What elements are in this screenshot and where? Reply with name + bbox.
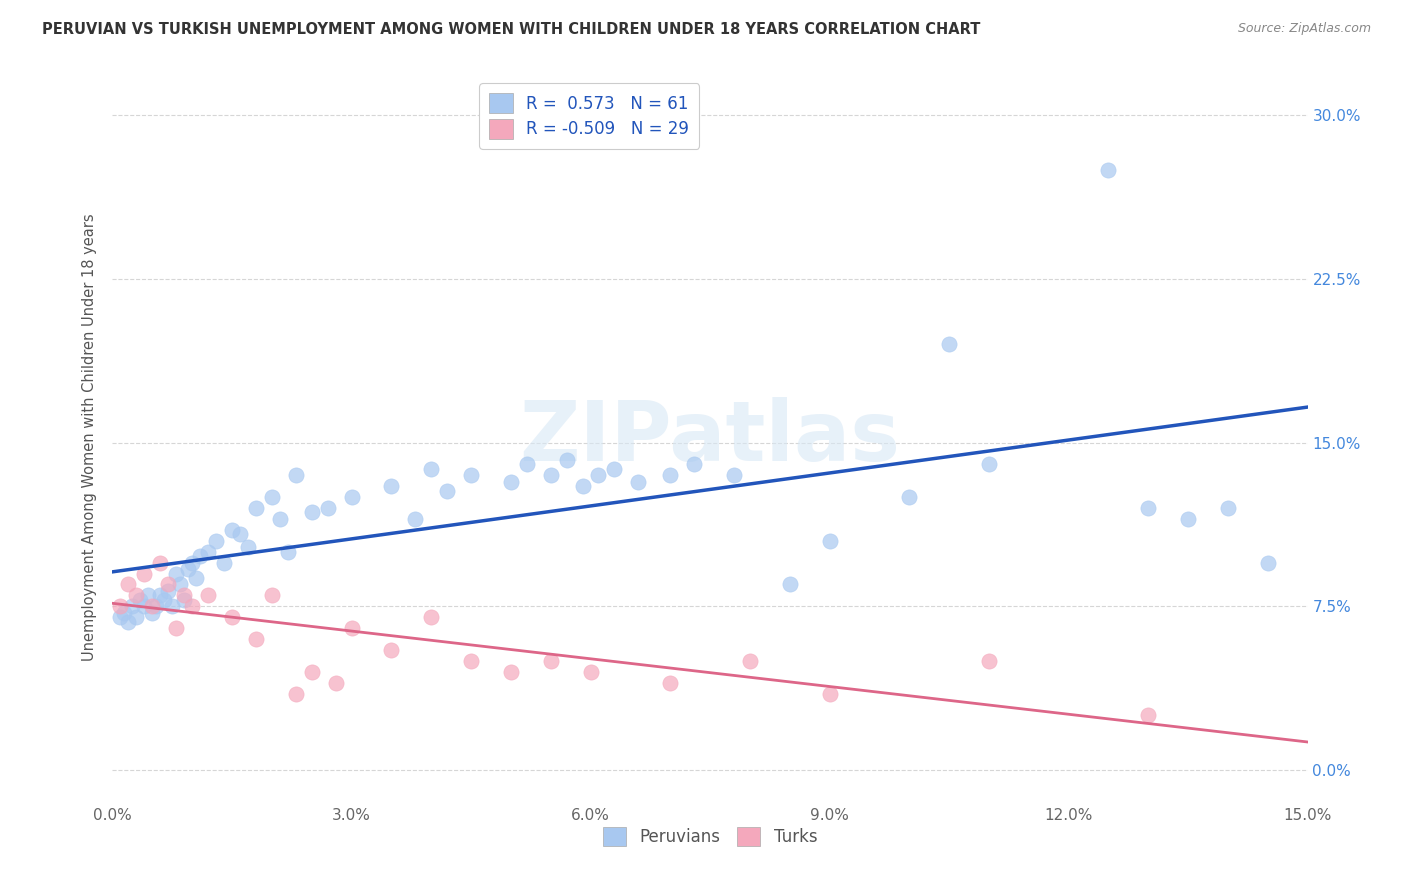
Point [603,461,626,475]
Point [316,501,339,516]
Point [1257,556,1279,570]
Point [659,468,682,483]
Point [579,665,602,679]
Point [173,592,195,607]
Point [153,592,176,607]
Point [117,577,139,591]
Text: ZIPatlas: ZIPatlas [520,397,900,477]
Point [818,533,841,548]
Point [898,490,921,504]
Point [436,483,458,498]
Point [149,556,172,570]
Point [165,621,187,635]
Point [499,665,522,679]
Point [627,475,650,489]
Point [540,654,562,668]
Text: Source: ZipAtlas.com: Source: ZipAtlas.com [1237,22,1371,36]
Point [738,654,761,668]
Point [1137,501,1160,516]
Point [380,643,402,657]
Point [380,479,402,493]
Point [125,610,148,624]
Point [221,523,243,537]
Point [205,533,228,548]
Point [236,541,259,555]
Point [779,577,801,591]
Point [555,453,578,467]
Point [110,599,132,614]
Point [134,599,156,614]
Point [245,632,267,646]
Point [284,468,307,483]
Point [165,566,187,581]
Point [723,468,745,483]
Point [325,675,347,690]
Point [404,512,426,526]
Point [125,588,148,602]
Point [1137,708,1160,723]
Point [260,490,283,504]
Y-axis label: Unemployment Among Women with Children Under 18 years: Unemployment Among Women with Children U… [82,213,97,661]
Text: PERUVIAN VS TURKISH UNEMPLOYMENT AMONG WOMEN WITH CHILDREN UNDER 18 YEARS CORREL: PERUVIAN VS TURKISH UNEMPLOYMENT AMONG W… [42,22,980,37]
Point [177,562,200,576]
Point [145,599,167,614]
Point [977,458,1000,472]
Point [197,545,219,559]
Point [284,687,307,701]
Point [134,566,156,581]
Point [571,479,593,493]
Point [121,599,143,614]
Point [420,610,443,624]
Point [181,599,204,614]
Point [1097,162,1119,177]
Point [269,512,291,526]
Point [110,610,132,624]
Point [340,621,363,635]
Point [516,458,538,472]
Point [188,549,211,563]
Point [420,461,443,475]
Point [129,592,152,607]
Point [157,584,180,599]
Point [540,468,562,483]
Point [1216,501,1239,516]
Point [221,610,243,624]
Point [149,588,172,602]
Point [169,577,191,591]
Point [301,505,323,519]
Point [301,665,323,679]
Point [229,527,252,541]
Point [818,687,841,701]
Point [340,490,363,504]
Point [1177,512,1199,526]
Point [197,588,219,602]
Point [460,468,482,483]
Point [141,606,163,620]
Point [938,337,960,351]
Point [499,475,522,489]
Point [588,468,610,483]
Point [186,571,208,585]
Point [460,654,482,668]
Point [138,588,160,602]
Point [683,458,706,472]
Point [114,606,135,620]
Point [977,654,1000,668]
Legend: Peruvians, Turks: Peruvians, Turks [596,821,824,853]
Point [212,556,235,570]
Point [181,556,204,570]
Point [277,545,299,559]
Point [162,599,183,614]
Point [141,599,163,614]
Point [157,577,180,591]
Point [173,588,195,602]
Point [659,675,682,690]
Point [117,615,139,629]
Point [260,588,283,602]
Point [245,501,267,516]
